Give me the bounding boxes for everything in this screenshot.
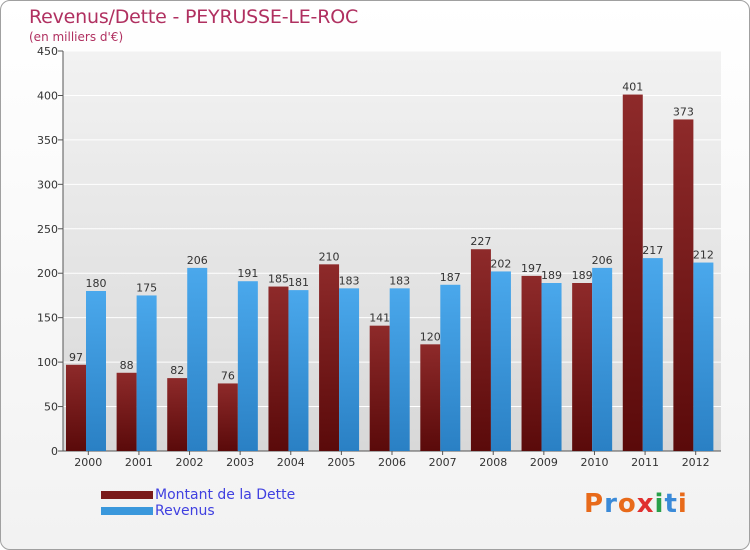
chart-title: Revenus/Dette - PEYRUSSE-LE-ROC (29, 6, 359, 28)
data-label-dette-2007: 120 (420, 330, 441, 343)
bar-dette-2000 (66, 364, 86, 451)
x-tick-label-2012: 2012 (682, 456, 710, 469)
bar-dette-2007 (420, 344, 441, 451)
data-label-revenus-2006: 183 (389, 274, 410, 287)
x-tick-label-2010: 2010 (580, 456, 608, 469)
data-label-revenus-2008: 202 (490, 257, 511, 270)
y-tick-label-0: 0 (51, 445, 58, 458)
bar-revenus-2006 (389, 288, 410, 451)
data-label-dette-2002: 82 (170, 364, 184, 377)
x-tick-label-2000: 2000 (74, 456, 102, 469)
x-tick-label-2009: 2009 (530, 456, 558, 469)
bar-revenus-2012 (693, 262, 714, 451)
x-tick-label-2004: 2004 (277, 456, 305, 469)
bar-revenus-2003 (237, 281, 258, 451)
data-label-dette-2001: 88 (120, 359, 134, 372)
bar-dette-2010 (572, 283, 593, 451)
y-tick-label-3: 150 (37, 312, 58, 325)
data-label-dette-2005: 210 (319, 250, 340, 263)
y-tick-label-5: 250 (37, 223, 58, 236)
data-label-revenus-2000: 180 (86, 277, 107, 290)
y-tick-label-6: 300 (37, 178, 58, 191)
data-label-revenus-2003: 191 (237, 267, 258, 280)
data-label-dette-2011: 401 (622, 81, 643, 94)
bar-revenus-2007 (440, 284, 461, 451)
legend-label-dette: Montant de la Dette (155, 486, 296, 503)
x-tick-label-2008: 2008 (479, 456, 507, 469)
logo-letter: i (654, 489, 665, 519)
y-tick-label-9: 450 (37, 45, 58, 58)
bar-dette-2001 (116, 372, 137, 451)
bar-dette-2008 (470, 249, 491, 451)
data-label-dette-2004: 185 (268, 273, 289, 286)
y-tick-label-1: 50 (44, 401, 58, 414)
logo-letter: t (664, 489, 678, 519)
data-label-revenus-2005: 183 (339, 274, 360, 287)
data-label-dette-2010: 189 (572, 269, 593, 282)
bar-dette-2002 (167, 378, 188, 451)
chart-subtitle: (en milliers d'€) (29, 30, 124, 44)
data-label-dette-2003: 76 (221, 369, 235, 382)
bar-dette-2003 (217, 383, 238, 451)
data-label-revenus-2002: 206 (187, 254, 208, 267)
x-tick-label-2005: 2005 (327, 456, 355, 469)
data-label-revenus-2004: 181 (288, 276, 309, 289)
x-tick-label-2002: 2002 (176, 456, 204, 469)
data-label-dette-2000: 97 (69, 351, 83, 364)
legend-item-dette: Montant de la Dette (101, 486, 296, 503)
x-tick-label-2006: 2006 (378, 456, 406, 469)
bar-dette-2006 (369, 325, 390, 451)
legend-item-revenus: Revenus (101, 502, 295, 519)
data-label-dette-2006: 141 (369, 312, 390, 325)
data-label-revenus-2009: 189 (541, 269, 562, 282)
logo-letter: o (617, 489, 637, 519)
chart-legend: Montant de la Dette Revenus (101, 487, 295, 519)
legend-swatch-revenus (101, 506, 153, 515)
bar-dette-2005 (319, 264, 340, 451)
x-tick-label-2003: 2003 (226, 456, 254, 469)
data-label-dette-2009: 197 (521, 262, 542, 275)
logo-letter: r (604, 489, 618, 519)
logo-letter: i (677, 489, 688, 519)
bar-revenus-2010 (592, 267, 613, 451)
bar-dette-2004 (268, 286, 289, 451)
legend-swatch-dette (101, 490, 153, 499)
y-tick-label-4: 200 (37, 267, 58, 280)
data-label-revenus-2007: 187 (440, 271, 461, 284)
data-label-revenus-2011: 217 (642, 244, 663, 257)
logo-letter: x (636, 489, 655, 519)
bar-revenus-2005 (339, 288, 360, 451)
bar-dette-2009 (521, 275, 542, 451)
data-label-revenus-2001: 175 (136, 281, 157, 294)
logo-letter: P (584, 489, 605, 519)
bar-revenus-2001 (136, 295, 157, 451)
proxiti-logo: Proxiti (584, 489, 688, 519)
y-tick-label-7: 350 (37, 134, 58, 147)
bar-dette-2011 (622, 94, 643, 452)
x-tick-label-2001: 2001 (125, 456, 153, 469)
data-label-revenus-2010: 206 (592, 254, 613, 267)
bar-revenus-2002 (187, 267, 208, 451)
y-tick-label-8: 400 (37, 89, 58, 102)
bar-revenus-2009 (541, 283, 562, 451)
legend-label-revenus: Revenus (155, 502, 215, 519)
y-tick-label-2: 100 (37, 356, 58, 369)
x-tick-label-2011: 2011 (631, 456, 659, 469)
bar-revenus-2004 (288, 290, 309, 451)
x-tick-label-2007: 2007 (429, 456, 457, 469)
data-label-revenus-2012: 212 (693, 249, 714, 262)
bar-revenus-2011 (642, 258, 663, 451)
data-label-dette-2008: 227 (470, 235, 491, 248)
bar-revenus-2008 (490, 271, 511, 451)
bar-revenus-2000 (86, 291, 106, 451)
bar-dette-2012 (673, 119, 694, 451)
data-label-dette-2012: 373 (673, 105, 694, 118)
